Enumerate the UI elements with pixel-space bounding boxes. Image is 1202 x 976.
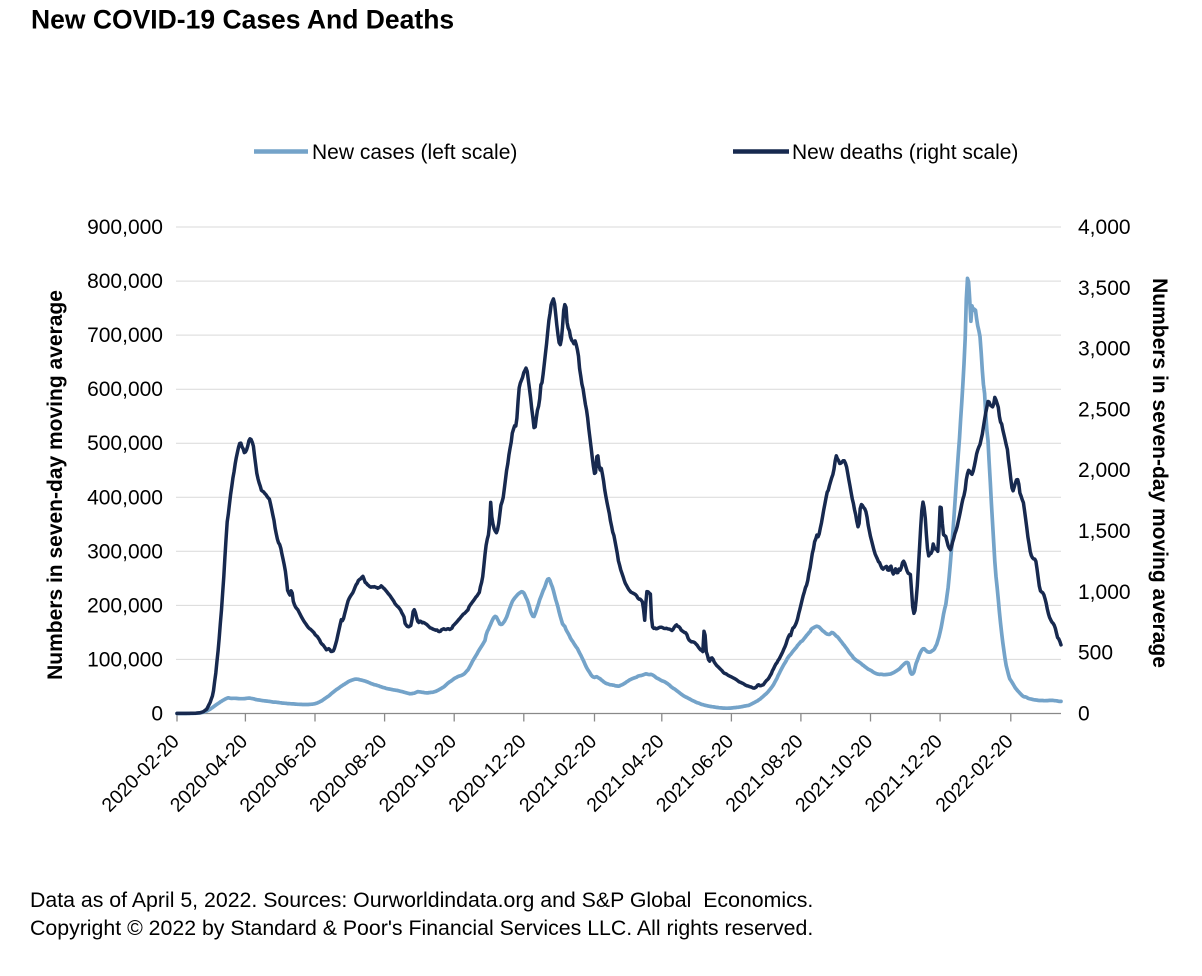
svg-text:400,000: 400,000 (87, 486, 163, 509)
svg-text:Numbers in seven-day moving av: Numbers in seven-day moving average (44, 290, 67, 680)
svg-text:2,000: 2,000 (1078, 459, 1131, 482)
svg-text:500,000: 500,000 (87, 432, 163, 455)
svg-text:3,000: 3,000 (1078, 338, 1131, 361)
svg-text:New COVID-19 Cases And Deaths: New COVID-19 Cases And Deaths (31, 5, 454, 35)
svg-text:Data as of April 5, 2022. Sour: Data as of April 5, 2022. Sources: Ourwo… (30, 888, 813, 912)
svg-text:3,500: 3,500 (1078, 277, 1131, 300)
svg-text:500: 500 (1078, 642, 1113, 665)
svg-text:800,000: 800,000 (87, 270, 163, 293)
svg-text:100,000: 100,000 (87, 648, 163, 671)
svg-text:1,000: 1,000 (1078, 581, 1131, 604)
svg-text:New deaths (right scale): New deaths (right scale) (792, 141, 1018, 164)
svg-text:0: 0 (151, 703, 163, 726)
svg-text:New cases (left scale): New cases (left scale) (312, 141, 517, 164)
svg-text:4,000: 4,000 (1078, 216, 1131, 239)
svg-text:Copyright © 2022 by Standard &: Copyright © 2022 by Standard & Poor's Fi… (30, 916, 813, 940)
svg-text:2,500: 2,500 (1078, 398, 1131, 421)
svg-text:0: 0 (1078, 703, 1090, 726)
svg-text:200,000: 200,000 (87, 594, 163, 617)
svg-text:1,500: 1,500 (1078, 520, 1131, 543)
svg-text:600,000: 600,000 (87, 378, 163, 401)
svg-text:Numbers in seven-day moving av: Numbers in seven-day moving average (1148, 278, 1171, 668)
svg-text:300,000: 300,000 (87, 540, 163, 563)
svg-text:700,000: 700,000 (87, 324, 163, 347)
svg-text:900,000: 900,000 (87, 216, 163, 239)
